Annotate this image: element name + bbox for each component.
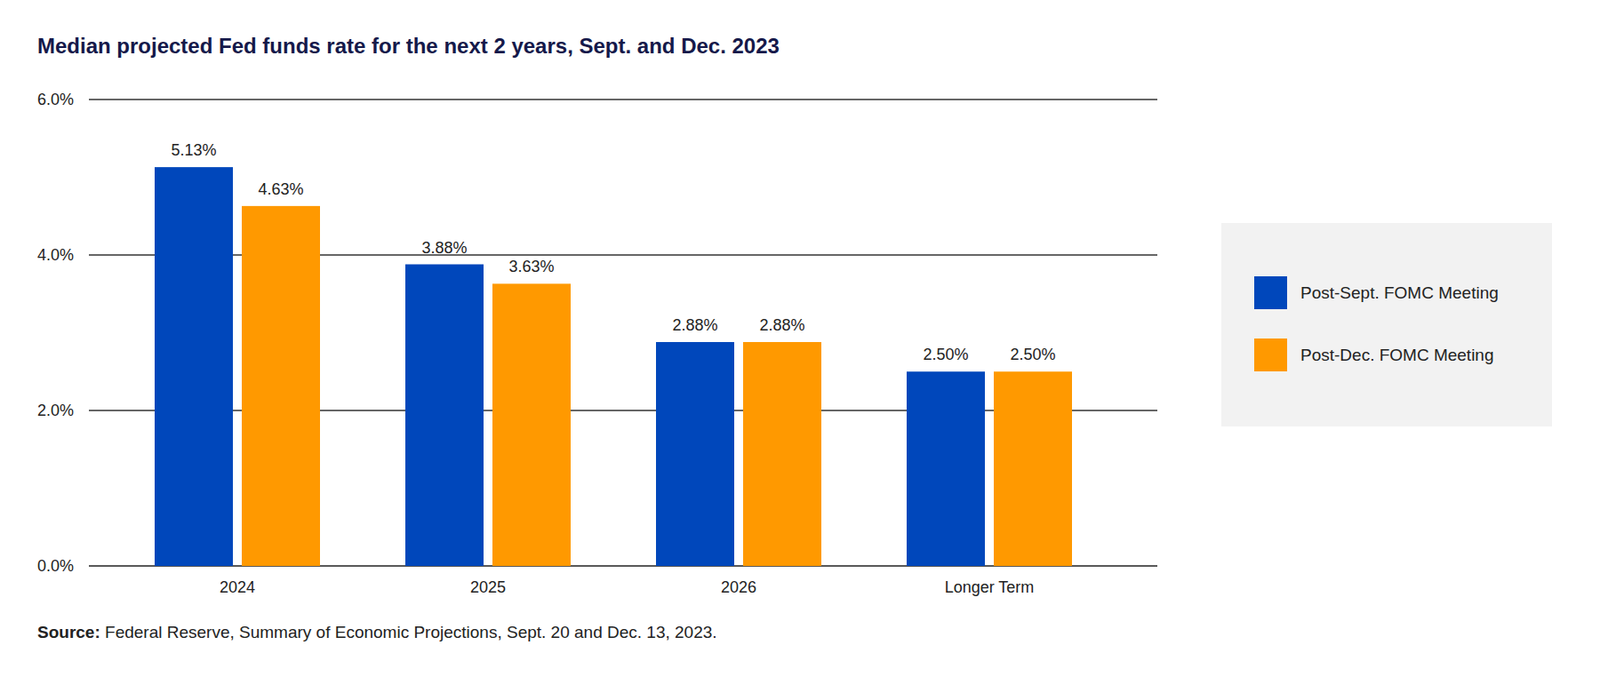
bar — [492, 283, 571, 567]
x-tick-label: 2026 — [720, 578, 757, 597]
y-tick-label: 0.0% — [37, 557, 74, 576]
legend-swatch — [1254, 276, 1288, 310]
bar — [656, 342, 735, 567]
title: Median projected Fed funds rate for the … — [37, 33, 780, 58]
data-label: 2.50% — [922, 345, 968, 364]
data-label: 5.13% — [170, 141, 216, 160]
x-tick-label: Longer Term — [944, 578, 1035, 597]
data-label: 2.88% — [759, 316, 805, 335]
data-label: 3.88% — [421, 239, 467, 257]
y-tick-label: 4.0% — [37, 246, 74, 264]
source-text: Federal Reserve, Summary of Economic Pro… — [100, 623, 718, 642]
bar — [993, 371, 1072, 567]
grid-line — [88, 98, 1158, 100]
x-tick-label: 2024 — [219, 578, 256, 597]
bar — [743, 342, 822, 567]
legend-label: Post-Dec. FOMC Meeting — [1300, 345, 1495, 365]
x-tick-label: 2025 — [470, 578, 506, 597]
data-label: 2.50% — [1009, 345, 1056, 364]
bar — [906, 371, 985, 567]
legend-swatch — [1254, 338, 1288, 372]
data-label: 2.88% — [672, 316, 718, 335]
data-label: 3.63% — [508, 257, 554, 276]
source: Source: Federal Reserve, Summary of Econ… — [37, 623, 718, 642]
legend-label: Post-Sept. FOMC Meeting — [1300, 283, 1499, 303]
y-tick-label: 2.0% — [37, 401, 74, 420]
grid — [88, 99, 1158, 567]
data-label: 4.63% — [257, 180, 304, 199]
bar — [241, 206, 320, 567]
source-label: Source: — [37, 623, 101, 642]
y-tick-label: 6.0% — [37, 90, 74, 109]
legend-box — [1221, 223, 1552, 427]
chart: Median projected Fed funds rate for the … — [0, 0, 1600, 677]
data-labels: 5.13% 4.63% 3.88% 3.63% 2.88% 2.88% 2.50% 2.50% — [170, 141, 1056, 364]
bar — [405, 264, 484, 568]
legend: Post-Sept. FOMC Meeting Post-Dec. FOMC Me… — [1221, 223, 1552, 427]
bar — [154, 167, 233, 567]
bars — [154, 167, 1072, 567]
